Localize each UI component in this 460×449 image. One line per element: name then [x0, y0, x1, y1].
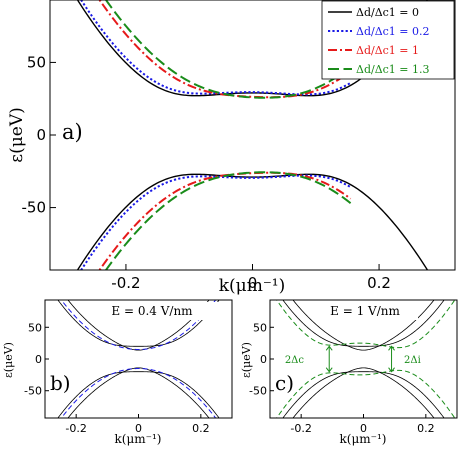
xtick-label: 0 [135, 422, 142, 435]
legend-box [321, 0, 455, 80]
a-xtick-label: 0 [248, 274, 258, 292]
panel-c-annotation-bg [318, 302, 418, 320]
panel-c-ticks: -0.2 0 0.2 -50 0 50 [249, 321, 435, 435]
panel-2-dashed [276, 300, 456, 349]
series-3-branch-1 [104, 171, 352, 270]
panel-2-solid-0 [282, 300, 445, 347]
gap-label-right: 2Δi [404, 355, 421, 366]
legend-label-1: Δd/Δc1 = 0.2 [356, 25, 430, 38]
legend-label-0: Δd/Δc1 = 0 [356, 6, 419, 19]
ytick-label: 50 [253, 321, 267, 334]
legend-label-2: Δd/Δc1 = 1 [356, 44, 419, 57]
a-ytick-label: 50 [27, 53, 46, 71]
panel-1-solid-0 [57, 371, 220, 418]
panel-a-xlabel: k(μm⁻¹) [219, 276, 286, 296]
a-ytick-label: 0 [36, 126, 46, 144]
legend-items: Δd/Δc1 = 0 Δd/Δc1 = 0.2 Δd/Δc1 = 1 Δd/Δc1 =… [328, 6, 430, 76]
a-xtick-label: 0.2 [367, 274, 391, 292]
series-2-branch-1 [98, 171, 352, 270]
panel-c-xlabel: k(μm⁻¹) [340, 432, 387, 446]
gap-arrow-top-left [325, 345, 333, 351]
legend: Δd/Δc1 = 0 Δd/Δc1 = 0.2 Δd/Δc1 = 1 Δd/Δc1 =… [321, 0, 455, 80]
gap-arrow-top-right [388, 345, 395, 351]
panel-c-gap-markers [325, 345, 395, 373]
panel-b-xlabel: k(μm⁻¹) [115, 432, 162, 446]
panel-c: -0.2 0 0.2 -50 0 50 E = 1 V/nm c) ε(μeV) k(μm… [240, 299, 458, 446]
panel-1-solid-1 [67, 367, 210, 418]
panel-b-ticks: -0.2 0 0.2 -50 0 50 [24, 321, 210, 435]
panel-b: -0.2 0 0.2 -50 0 50 E = 0.4 V/nm b) ε(μeV) k(… [2, 299, 233, 446]
ytick-label: -50 [249, 385, 267, 398]
a-xtick-label: -0.2 [111, 274, 140, 292]
ytick-label: 0 [35, 353, 42, 366]
panel-a-ticks: -0.2 0 0.2 -50 0 50 [22, 53, 391, 292]
xtick-label: 0 [360, 422, 367, 435]
series-1-branch-0 [79, 0, 352, 96]
a-ytick-label: -50 [22, 199, 47, 217]
panel-b-annotation: E = 0.4 V/nm [111, 304, 193, 318]
xtick-label: 0.2 [192, 422, 210, 435]
panel-1-solid-0 [57, 300, 220, 347]
xtick-label: -0.2 [290, 422, 311, 435]
series-1-branch-1 [79, 174, 352, 270]
panel-2-dashed [276, 369, 456, 418]
panel-2-solid-1 [292, 300, 435, 351]
panel-b-label: b) [50, 371, 71, 395]
legend-label-3: Δd/Δc1 = 1.3 [356, 63, 430, 76]
panel-b-annotation-bg [100, 302, 220, 320]
panel-b-ylabel: ε(μeV) [2, 342, 15, 378]
panel-a: -0.2 0 0.2 -50 0 50 a) ε(μeV) k(μm⁻¹) Δd/Δc1 … [7, 0, 456, 296]
panel-2-solid-1 [292, 367, 435, 418]
ytick-label: -50 [24, 385, 42, 398]
panel-c-annotation: E = 1 V/nm [330, 304, 400, 318]
gap-label-left: 2Δc [285, 355, 305, 366]
panel-c-label: c) [275, 371, 294, 395]
gap-arrow-bottom-left [325, 367, 333, 373]
panel-a-curves [76, 0, 429, 270]
panel-c-curves [276, 300, 456, 418]
panel-a-ylabel: ε(μeV) [7, 107, 27, 162]
ytick-label: 0 [260, 353, 267, 366]
series-2-branch-0 [98, 0, 352, 99]
panel-a-label: a) [62, 120, 83, 144]
panel-c-ylabel: ε(μeV) [240, 342, 253, 378]
gap-arrow-bottom-right [388, 367, 395, 373]
panel-2-solid-0 [282, 371, 445, 418]
xtick-label: 0.2 [417, 422, 435, 435]
series-0-branch-1 [76, 173, 429, 270]
panel-1-dashed [60, 368, 217, 418]
ytick-label: 50 [28, 321, 42, 334]
xtick-label: -0.2 [65, 422, 86, 435]
series-3-branch-0 [104, 0, 352, 99]
panel-b-curves [57, 300, 220, 418]
